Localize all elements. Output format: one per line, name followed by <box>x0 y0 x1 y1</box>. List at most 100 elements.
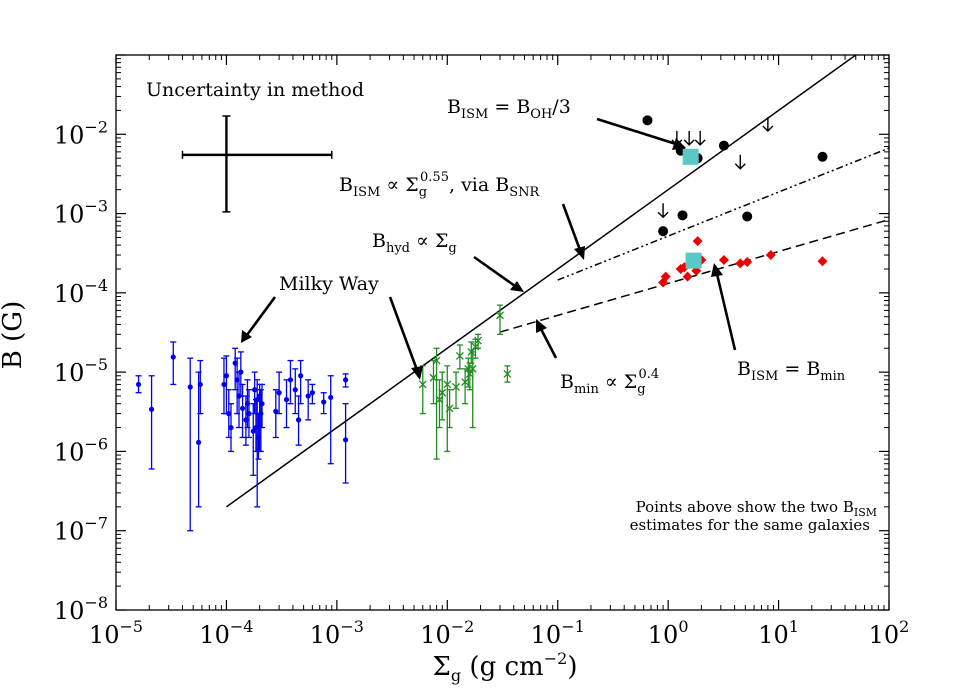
series-5 <box>682 148 702 269</box>
data-series <box>135 115 828 532</box>
data-point <box>503 369 512 378</box>
arrow-milky-way <box>241 296 277 343</box>
y-axis-title: B (G) <box>0 301 28 369</box>
major-ticks <box>115 54 890 611</box>
data-point <box>250 428 256 434</box>
milky-way-label: Milky Way <box>279 273 379 295</box>
x-tick-label: 10−2 <box>420 617 474 649</box>
data-point <box>197 381 203 388</box>
data-point <box>187 384 193 390</box>
bism-min-label: BISM = Bmin <box>737 358 846 384</box>
data-point <box>196 439 202 445</box>
annotation-arrows <box>241 117 737 380</box>
data-point <box>735 258 746 269</box>
data-point <box>321 399 327 405</box>
data-point <box>718 140 729 151</box>
data-point <box>718 254 729 265</box>
data-point <box>496 311 504 320</box>
data-point <box>474 336 483 345</box>
plot-frame <box>115 54 890 611</box>
x-axis-title: Σg (g cm−2) <box>433 649 578 685</box>
data-point <box>658 226 669 237</box>
data-point <box>418 380 427 389</box>
data-point <box>642 115 653 126</box>
x-tick-label: 100 <box>648 617 689 649</box>
x-tick-label: 101 <box>758 617 799 649</box>
x-tick-label: 10−4 <box>199 617 253 649</box>
bsnr-label: BISM ∝ Σg0.55, via BSNR <box>339 170 540 200</box>
data-point <box>443 380 452 389</box>
data-point <box>295 417 302 423</box>
data-point <box>682 271 693 282</box>
data-point <box>343 377 349 383</box>
data-point <box>660 271 671 282</box>
fit-line-dashed <box>499 218 889 333</box>
y-tick-label: 10−6 <box>54 434 108 466</box>
data-point <box>170 354 176 360</box>
arrow-bhyd <box>473 255 524 292</box>
data-point <box>682 148 699 165</box>
data-point <box>328 394 334 401</box>
data-point <box>246 410 252 417</box>
upper-limit-arrow <box>734 154 746 170</box>
y-tick-label: 10−3 <box>54 197 108 229</box>
data-point <box>258 410 264 417</box>
note-line-2: estimates for the same galaxies <box>630 516 870 534</box>
upper-limit-arrow <box>657 203 669 219</box>
data-point <box>252 387 258 393</box>
x-tick-label: 10−1 <box>531 617 585 649</box>
data-point <box>677 210 688 221</box>
series-2 <box>642 115 828 237</box>
data-point <box>273 408 279 414</box>
minor-ticks <box>116 55 889 610</box>
series-4 <box>658 236 828 288</box>
data-point <box>228 424 234 431</box>
arrow-bmin-law <box>536 319 558 359</box>
fit-line-solid <box>225 55 858 508</box>
data-point <box>343 437 349 443</box>
data-point <box>238 369 244 375</box>
fit-lines <box>225 55 889 508</box>
data-point <box>309 390 315 396</box>
data-point <box>148 406 155 412</box>
data-point <box>232 360 238 366</box>
x-tick-label: 10−5 <box>89 617 143 649</box>
boh-label: BISM = BOH/3 <box>447 96 571 122</box>
y-tick-labels: 10−8 10−7 10−6 10−5 10−4 10−3 10−2 <box>54 117 108 625</box>
uncertainty-cross <box>181 115 333 213</box>
data-point <box>817 151 828 162</box>
y-tick-label: 10−2 <box>54 117 108 149</box>
series-1 <box>418 304 512 460</box>
data-point <box>259 401 265 407</box>
data-point <box>742 257 753 268</box>
data-point <box>765 250 776 261</box>
data-point <box>429 373 438 382</box>
y-tick-label: 10−4 <box>54 276 108 308</box>
x-tick-labels: 10−5 10−4 10−3 10−2 10−1 100 101 102 <box>89 617 909 649</box>
upper-limit-arrow <box>683 130 695 146</box>
data-point <box>468 364 477 373</box>
data-point <box>287 377 294 383</box>
data-point <box>226 410 232 417</box>
y-tick-label: 10−7 <box>54 514 108 546</box>
data-point <box>223 373 230 379</box>
note-line-1: Points above show the two BISM <box>636 498 877 519</box>
data-point <box>283 397 290 403</box>
series-0 <box>135 341 349 532</box>
data-point <box>432 356 441 365</box>
data-point <box>135 381 142 388</box>
data-point <box>438 388 447 397</box>
bmin-law-label: Bmin ∝ Σg0.4 <box>560 367 659 397</box>
data-point <box>455 351 464 360</box>
uncertainty-label: Uncertainty in method <box>146 79 364 101</box>
data-point <box>817 256 828 267</box>
x-tick-label: 10−3 <box>310 617 364 649</box>
data-point <box>461 378 470 387</box>
data-point <box>445 404 454 413</box>
arrow-boh <box>596 117 686 150</box>
arrow-milky-way-green <box>388 296 423 380</box>
data-point <box>254 397 260 403</box>
data-point <box>276 390 282 396</box>
